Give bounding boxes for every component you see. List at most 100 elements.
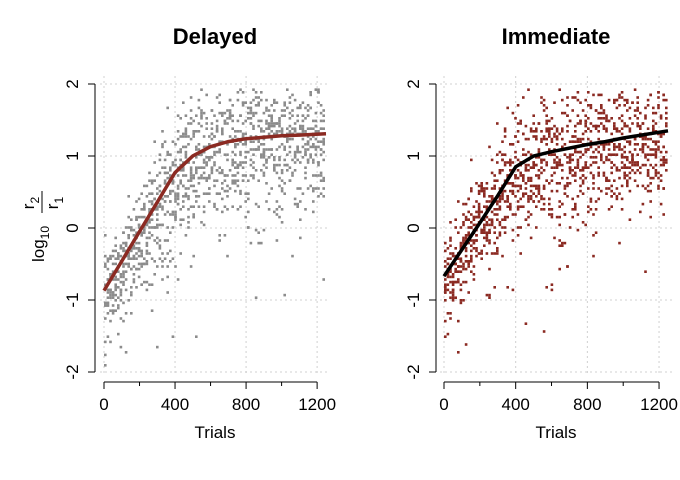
delayed-data-point — [104, 340, 107, 344]
immediate-data-point — [509, 189, 512, 193]
delayed-data-point — [288, 111, 292, 115]
immediate-data-point — [496, 252, 499, 255]
immediate-data-point — [602, 161, 606, 164]
delayed-data-point — [153, 179, 156, 182]
delayed-data-point — [322, 109, 325, 112]
immediate-data-point — [646, 184, 650, 188]
immediate-data-point — [633, 114, 637, 117]
immediate-data-point — [550, 140, 554, 143]
delayed-data-point — [171, 163, 175, 167]
immediate-data-point — [633, 179, 637, 182]
delayed-data-point — [244, 150, 247, 154]
delayed-data-point — [267, 122, 271, 125]
delayed-data-point — [132, 254, 136, 258]
immediate-data-point — [537, 184, 541, 188]
delayed-data-point — [265, 200, 268, 203]
delayed-data-point — [132, 280, 136, 284]
immediate-data-point — [646, 174, 650, 177]
immediate-data-point — [535, 184, 538, 188]
immediate-data-point — [576, 150, 580, 154]
immediate-data-point — [587, 166, 590, 169]
delayed-data-point — [153, 226, 156, 229]
immediate-data-point — [613, 124, 616, 128]
delayed-data-point — [260, 91, 263, 94]
delayed-data-point — [223, 122, 227, 125]
delayed-data-point — [249, 163, 253, 167]
delayed-data-point — [161, 260, 164, 263]
immediate-data-point — [594, 231, 598, 234]
immediate-data-point — [550, 179, 554, 182]
immediate-data-point — [485, 252, 489, 255]
immediate-data-point — [496, 247, 499, 250]
delayed-data-point — [254, 104, 258, 107]
delayed-data-point — [192, 213, 195, 216]
immediate-data-point — [620, 153, 624, 156]
delayed-data-point — [299, 127, 302, 130]
immediate-data-point — [594, 124, 598, 128]
delayed-data-point — [286, 106, 289, 110]
immediate-data-point — [662, 145, 665, 149]
immediate-data-point — [467, 218, 470, 221]
delayed-data-point — [104, 353, 107, 357]
immediate-data-point — [620, 96, 624, 99]
immediate-data-point — [589, 208, 593, 211]
immediate-data-point — [626, 166, 629, 169]
immediate-data-point — [522, 148, 525, 151]
delayed-data-point — [288, 117, 292, 120]
delayed-data-point — [306, 187, 310, 190]
delayed-data-point — [226, 195, 229, 198]
immediate-data-point — [467, 234, 470, 237]
delayed-data-point — [184, 195, 188, 198]
delayed-data-point — [192, 215, 195, 219]
delayed-data-point — [210, 109, 214, 112]
immediate-data-point — [649, 176, 652, 180]
immediate-data-point — [480, 182, 483, 185]
delayed-x-tick-label: 0 — [99, 395, 108, 414]
delayed-data-point — [301, 130, 305, 133]
delayed-data-point — [127, 226, 130, 229]
delayed-data-point — [314, 137, 318, 141]
delayed-data-point — [226, 153, 229, 156]
immediate-data-point — [485, 205, 489, 208]
immediate-data-point — [464, 249, 468, 253]
immediate-data-point — [537, 187, 541, 190]
delayed-data-point — [252, 127, 255, 130]
immediate-data-point — [553, 161, 556, 164]
immediate-data-point — [574, 130, 577, 133]
delayed-data-point — [213, 184, 216, 188]
immediate-data-point — [646, 104, 650, 107]
immediate-data-point — [657, 91, 660, 94]
delayed-data-point — [187, 135, 190, 138]
delayed-data-point — [273, 163, 276, 167]
delayed-data-point — [262, 156, 266, 159]
delayed-data-point — [208, 200, 211, 203]
delayed-data-point — [132, 273, 136, 276]
delayed-data-point — [317, 88, 320, 91]
immediate-data-point — [488, 267, 491, 271]
immediate-data-point — [485, 200, 489, 203]
delayed-data-point — [117, 257, 120, 260]
delayed-data-point — [226, 254, 229, 258]
immediate-data-point — [516, 184, 520, 188]
delayed-data-point — [288, 124, 292, 128]
y-axis-log-base: 10 — [38, 226, 52, 240]
delayed-data-point — [301, 192, 305, 195]
delayed-data-point — [247, 150, 250, 154]
immediate-data-point — [579, 119, 582, 123]
delayed-data-point — [283, 192, 286, 195]
immediate-data-point — [592, 174, 595, 177]
delayed-data-point — [322, 176, 325, 180]
immediate-data-point — [597, 187, 600, 190]
immediate-data-point — [537, 174, 541, 177]
delayed-data-point — [140, 252, 143, 255]
immediate-data-point — [511, 228, 515, 232]
delayed-data-point — [153, 197, 156, 201]
immediate-data-point — [470, 213, 473, 216]
immediate-data-point — [602, 127, 606, 130]
delayed-data-point — [148, 200, 151, 203]
immediate-data-point — [576, 140, 580, 143]
immediate-data-point — [444, 283, 447, 286]
delayed-data-point — [241, 161, 245, 164]
delayed-data-point — [270, 124, 273, 128]
delayed-data-point — [179, 135, 182, 138]
